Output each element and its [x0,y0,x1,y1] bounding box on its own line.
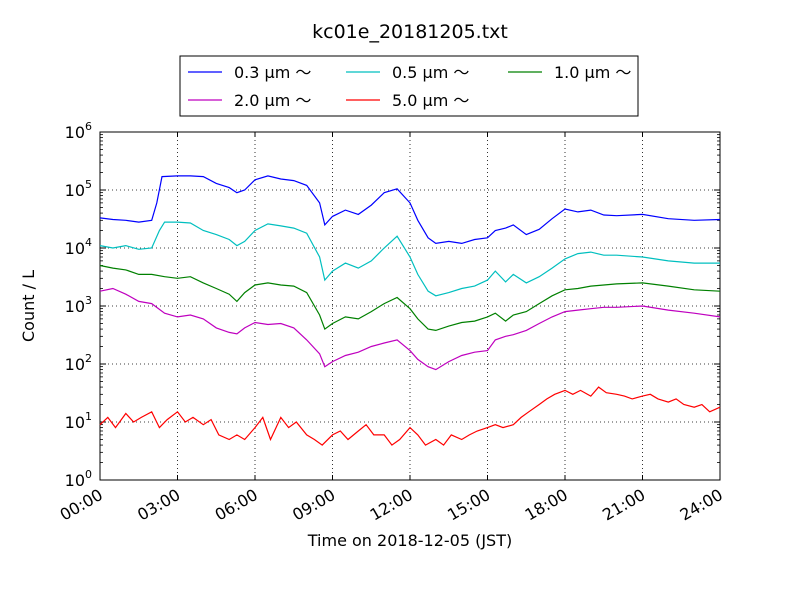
series-line-3 [99,264,721,332]
y-tick-label: 103 [65,294,92,316]
x-axis-label: Time on 2018-12-05 (JST) [307,531,512,550]
data-series [99,175,721,446]
legend-label: 0.3 μm ～ [234,63,311,82]
chart-title: kc01e_20181205.txt [312,21,508,43]
y-tick-label: 105 [65,178,92,200]
y-axis-label: Count / L [19,270,38,342]
legend: 0.3 μm ～ 0.5 μm ～ 1.0 μm ～ 2.0 μm ～ 5.0 μm ～ [179,55,639,117]
gridlines [100,132,720,480]
y-tick-label: 100 [65,468,92,490]
series-line-4 [99,287,721,371]
y-tick-label: 106 [65,120,92,142]
y-tick-label: 102 [65,352,92,374]
legend-box [179,55,639,117]
legend-label: 0.5 μm ～ [392,63,469,82]
y-tick-label: 104 [65,236,92,258]
series-line-5 [99,386,721,446]
y-tick-label: 101 [65,410,92,432]
legend-label: 5.0 μm ～ [392,91,469,110]
legend-label: 1.0 μm ～ [554,63,631,82]
legend-label: 2.0 μm ～ [234,91,311,110]
series-line-1 [99,175,721,245]
series-line-2 [99,221,720,297]
